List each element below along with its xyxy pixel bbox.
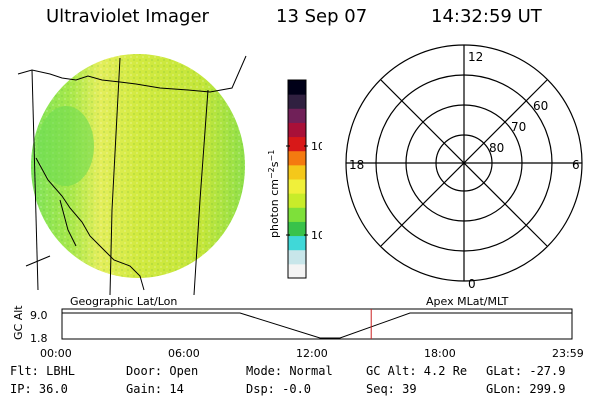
altitude-plot: GC Alt 9.0 1.8 00:00 06:00 12:00 18:00 2… <box>12 305 584 360</box>
colorbar-cell <box>288 164 306 180</box>
polar-plot: 12 18 6 0 60 70 80 <box>345 44 583 291</box>
colorbar-cell <box>288 150 306 166</box>
glat-status: GLat: -27.9 <box>486 364 566 378</box>
colorbar-cell <box>288 221 306 237</box>
mlat-label-70: 70 <box>511 120 526 134</box>
colorbar-cell <box>288 80 306 95</box>
polar-panel-label: Apex MLat/MLT <box>426 295 509 308</box>
time-tick-0600: 06:00 <box>168 347 200 360</box>
instrument-title: Ultraviolet Imager <box>46 6 209 27</box>
time-tick-1200: 12:00 <box>296 347 328 360</box>
mlt-label-6: 6 <box>572 158 580 172</box>
colorbar-cell <box>288 249 306 265</box>
colorbar-border <box>287 79 307 279</box>
gain-status: Gain: 14 <box>126 382 184 396</box>
colorbar-tick-100: 100 <box>311 140 322 153</box>
colorbar-cell <box>288 207 306 222</box>
earth-disk <box>31 54 245 278</box>
colorbar-cell <box>288 136 306 152</box>
polar-grid <box>345 44 583 282</box>
earth-image-panel <box>17 54 247 295</box>
colorbar-cell <box>288 94 306 109</box>
colorbar-cell <box>288 235 306 251</box>
image-panel-label: Geographic Lat/Lon <box>70 295 178 308</box>
ip-status: IP: 36.0 <box>10 382 68 396</box>
door-status: Door: Open <box>126 364 199 378</box>
altitude-tick-high: 9.0 <box>30 309 48 322</box>
time-tick-1800: 18:00 <box>424 347 456 360</box>
colorbar-cell <box>288 108 306 123</box>
colorbar-cell <box>288 263 306 279</box>
mlat-label-80: 80 <box>489 141 504 155</box>
colorbar-cell <box>288 193 306 208</box>
coastline-overlay <box>17 55 247 295</box>
colorbar-tick-10: 10 <box>311 229 322 242</box>
colorbar-unit-label: photon cm−2s−1 <box>267 150 281 238</box>
mlt-label-18: 18 <box>349 158 364 172</box>
glon-status: GLon: 299.9 <box>486 382 566 396</box>
colorbar-scale <box>287 79 307 279</box>
altitude-axis-label: GC Alt <box>12 305 25 340</box>
date-label: 13 Sep 07 <box>276 6 368 27</box>
colorbar: 100 10 photon cm−2s−1 <box>267 79 322 279</box>
mlt-label-0: 0 <box>468 277 476 291</box>
time-tick-0000: 00:00 <box>40 347 72 360</box>
filter-status: Flt: LBHL <box>10 364 76 378</box>
altitude-tick-low: 1.8 <box>30 332 48 345</box>
dsp-status: Dsp: -0.0 <box>246 382 312 396</box>
mlt-label-12: 12 <box>468 50 483 64</box>
seq-status: Seq: 39 <box>366 382 417 396</box>
colorbar-cell <box>288 179 306 194</box>
mlat-label-60: 60 <box>533 99 548 113</box>
time-label: 14:32:59 UT <box>431 6 542 27</box>
altitude-curve <box>62 312 572 339</box>
time-tick-2359: 23:59 <box>552 347 584 360</box>
gc-alt-status: GC Alt: 4.2 Re <box>366 364 468 378</box>
mode-status: Mode: Normal <box>246 364 333 378</box>
colorbar-cell <box>288 122 306 138</box>
